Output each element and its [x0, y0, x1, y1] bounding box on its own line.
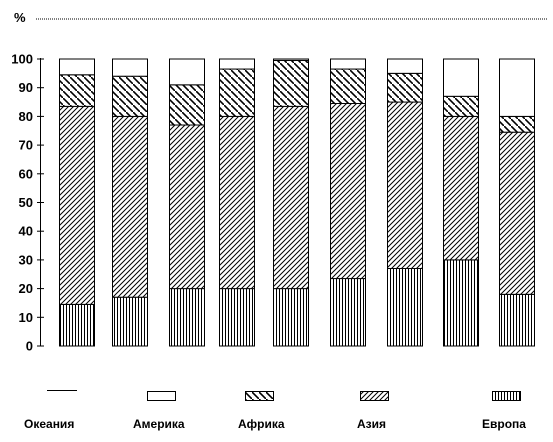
bar-segment-america	[273, 58, 309, 61]
legend-label-europe: Европа	[482, 417, 526, 431]
bar-segment-america	[387, 58, 423, 74]
bar-segment-asia	[499, 131, 535, 295]
bar-segment-asia	[387, 101, 423, 270]
y-tick-label: 80	[19, 109, 33, 124]
y-tick-label: 70	[19, 138, 33, 153]
y-tick-label: 20	[19, 281, 33, 296]
legend-label-asia: Азия	[357, 417, 386, 431]
bar-segment-europe	[330, 278, 366, 347]
legend-swatch-africa	[245, 391, 274, 401]
bar-segment-asia	[273, 105, 309, 290]
y-tick-label: 40	[19, 224, 33, 239]
bar-stack	[112, 58, 148, 347]
bar-segment-america	[169, 58, 205, 86]
bar-segment-africa	[330, 68, 366, 104]
bar-segment-america	[59, 58, 95, 76]
bar-segment-europe	[443, 259, 479, 347]
bar-segment-africa	[169, 84, 205, 126]
legend-swatch-asia	[360, 391, 389, 401]
bar-segment-africa	[499, 115, 535, 133]
bar-segment-africa	[112, 75, 148, 117]
bar-stack	[499, 58, 535, 347]
bar-segment-europe	[219, 288, 255, 347]
bar-segment-africa	[59, 74, 95, 107]
bar-segment-asia	[443, 115, 479, 261]
bar-segment-europe	[273, 288, 309, 347]
bar-segment-asia	[112, 115, 148, 298]
bar-segment-america	[443, 58, 479, 97]
bar-stack	[443, 58, 479, 347]
y-tick-label: 60	[19, 166, 33, 181]
legend-label-oceania: Океания	[24, 417, 74, 431]
bar-segment-africa	[387, 72, 423, 103]
y-tick-label: 10	[19, 310, 33, 325]
bar-segment-asia	[219, 115, 255, 290]
legend: Океания Америка Африка Азия Европа	[24, 390, 526, 431]
bars	[59, 58, 535, 347]
bar-segment-europe	[499, 293, 535, 347]
bar-segment-asia	[59, 105, 95, 305]
y-tick-label: 0	[26, 339, 33, 354]
y-tick-label: 90	[19, 80, 33, 95]
bar-segment-europe	[112, 296, 148, 347]
bar-segment-europe	[59, 303, 95, 347]
bar-stack	[273, 58, 309, 347]
bar-segment-america	[112, 58, 148, 77]
y-tick-label: 50	[19, 195, 33, 210]
y-axis: 0 10 20 30 40 50 60 70 80 90 100	[11, 52, 44, 354]
bar-stack	[387, 58, 423, 347]
bar-segment-america	[219, 58, 255, 70]
legend-swatch-america	[147, 391, 176, 401]
legend-label-america: Америка	[133, 417, 185, 431]
bar-segment-asia	[330, 102, 366, 280]
legend-label-africa: Африка	[238, 417, 285, 431]
y-unit-label: %	[14, 10, 26, 25]
y-tick-label: 100	[11, 52, 33, 67]
bar-stack	[59, 58, 95, 347]
y-tick-label: 30	[19, 252, 33, 267]
bar-segment-africa	[273, 59, 309, 107]
bar-segment-africa	[219, 68, 255, 117]
bar-stack	[330, 58, 366, 347]
bar-segment-africa	[443, 95, 479, 117]
bar-stack	[169, 58, 205, 347]
bar-segment-europe	[387, 268, 423, 347]
bar-segment-europe	[169, 288, 205, 347]
legend-swatch-europe	[492, 391, 521, 401]
bar-stack	[219, 58, 255, 347]
bar-segment-america	[499, 58, 535, 117]
bar-segment-asia	[169, 124, 205, 290]
bar-segment-america	[330, 58, 366, 70]
